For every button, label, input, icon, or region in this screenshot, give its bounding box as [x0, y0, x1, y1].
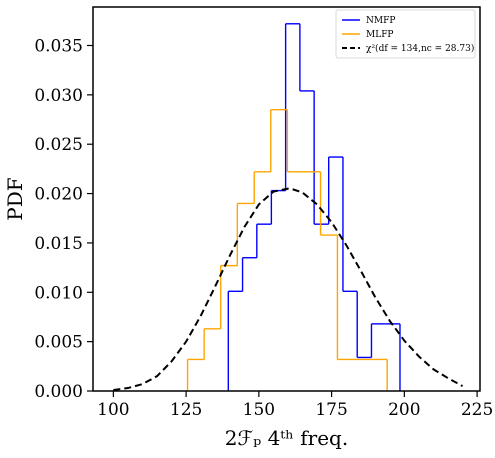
y-tick-label: 0.000 — [34, 382, 83, 402]
x-tick-label: 200 — [388, 400, 420, 420]
x-tick-label: 150 — [243, 400, 275, 420]
legend: NMFP MLFP χ²(df = 134,nc = 28.73) — [335, 9, 476, 59]
x-axis-ticks: 100 125 150 175 200 225 — [97, 391, 493, 420]
x-tick-label: 100 — [97, 400, 129, 420]
legend-box — [335, 9, 476, 59]
legend-label-chi2: χ²(df = 134,nc = 28.73) — [366, 43, 474, 54]
y-tick-label: 0.030 — [34, 86, 83, 106]
chi-squared-curve — [113, 187, 464, 392]
legend-label-mlfp: MLFP — [366, 30, 394, 40]
y-tick-label: 0.025 — [34, 135, 83, 155]
y-tick-label: 0.015 — [34, 234, 83, 254]
y-axis-label: PDF — [3, 177, 27, 220]
legend-label-nmfp: NMFP — [366, 16, 395, 26]
x-tick-label: 175 — [315, 400, 347, 420]
y-tick-label: 0.010 — [34, 283, 83, 303]
y-axis-ticks: 0.000 0.005 0.010 0.015 0.020 0.025 0.030 0.035 — [34, 36, 93, 402]
x-tick-label: 125 — [170, 400, 202, 420]
series-mlfp — [186, 108, 388, 391]
plot-frame — [92, 6, 481, 392]
y-tick-label: 0.005 — [34, 333, 83, 353]
x-axis-label: 2ℱₚ 4ᵗʰ freq. — [225, 426, 348, 450]
series-nmfp — [227, 23, 401, 391]
y-tick-label: 0.020 — [34, 185, 83, 205]
x-tick-label: 225 — [461, 400, 493, 420]
y-tick-label: 0.035 — [34, 36, 83, 56]
series-layer — [113, 23, 464, 392]
